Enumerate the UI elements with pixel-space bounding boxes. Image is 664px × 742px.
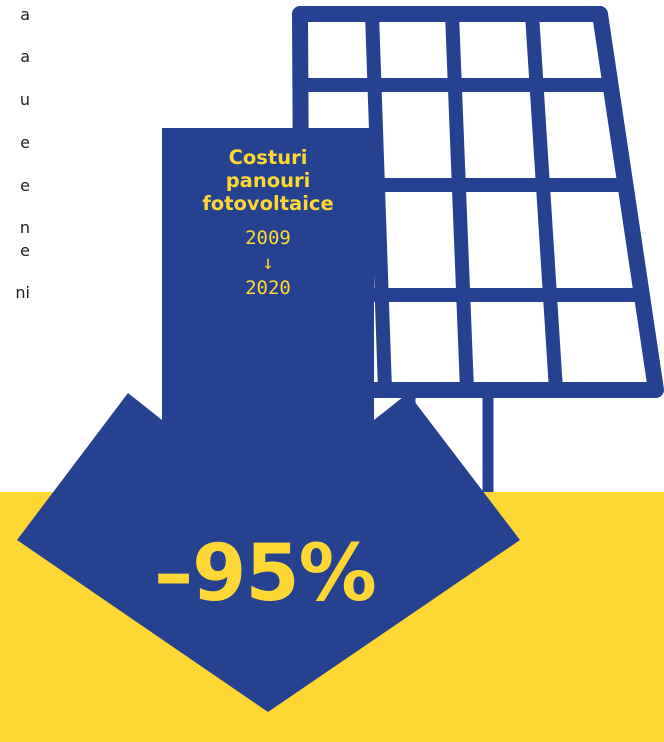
title-line-3: fotovoltaice	[202, 192, 334, 215]
year-range: 2009 ↓ 2020	[162, 226, 374, 301]
text-line-2: a	[20, 47, 30, 66]
down-arrow-icon	[17, 128, 520, 712]
arrow-down-small-icon: ↓	[262, 252, 274, 274]
cost-label: Costuri panouri fotovoltaice 2009 ↓ 2020	[162, 146, 374, 301]
cropped-body-text: a a u e e n e ni	[0, 0, 30, 330]
text-line-8: ni	[15, 283, 30, 302]
text-line-4: e	[20, 133, 30, 152]
year-to: 2020	[245, 277, 291, 299]
title-line-2: panouri	[225, 169, 311, 192]
text-line-6: n	[19, 218, 30, 237]
text-line-7: e	[20, 241, 30, 260]
percent-change: –95%	[154, 529, 377, 619]
text-line-3: u	[19, 90, 30, 109]
title-line-1: Costuri	[228, 146, 308, 169]
year-from: 2009	[245, 227, 291, 249]
text-line-5: e	[20, 176, 30, 195]
text-line-1: a	[20, 5, 30, 24]
